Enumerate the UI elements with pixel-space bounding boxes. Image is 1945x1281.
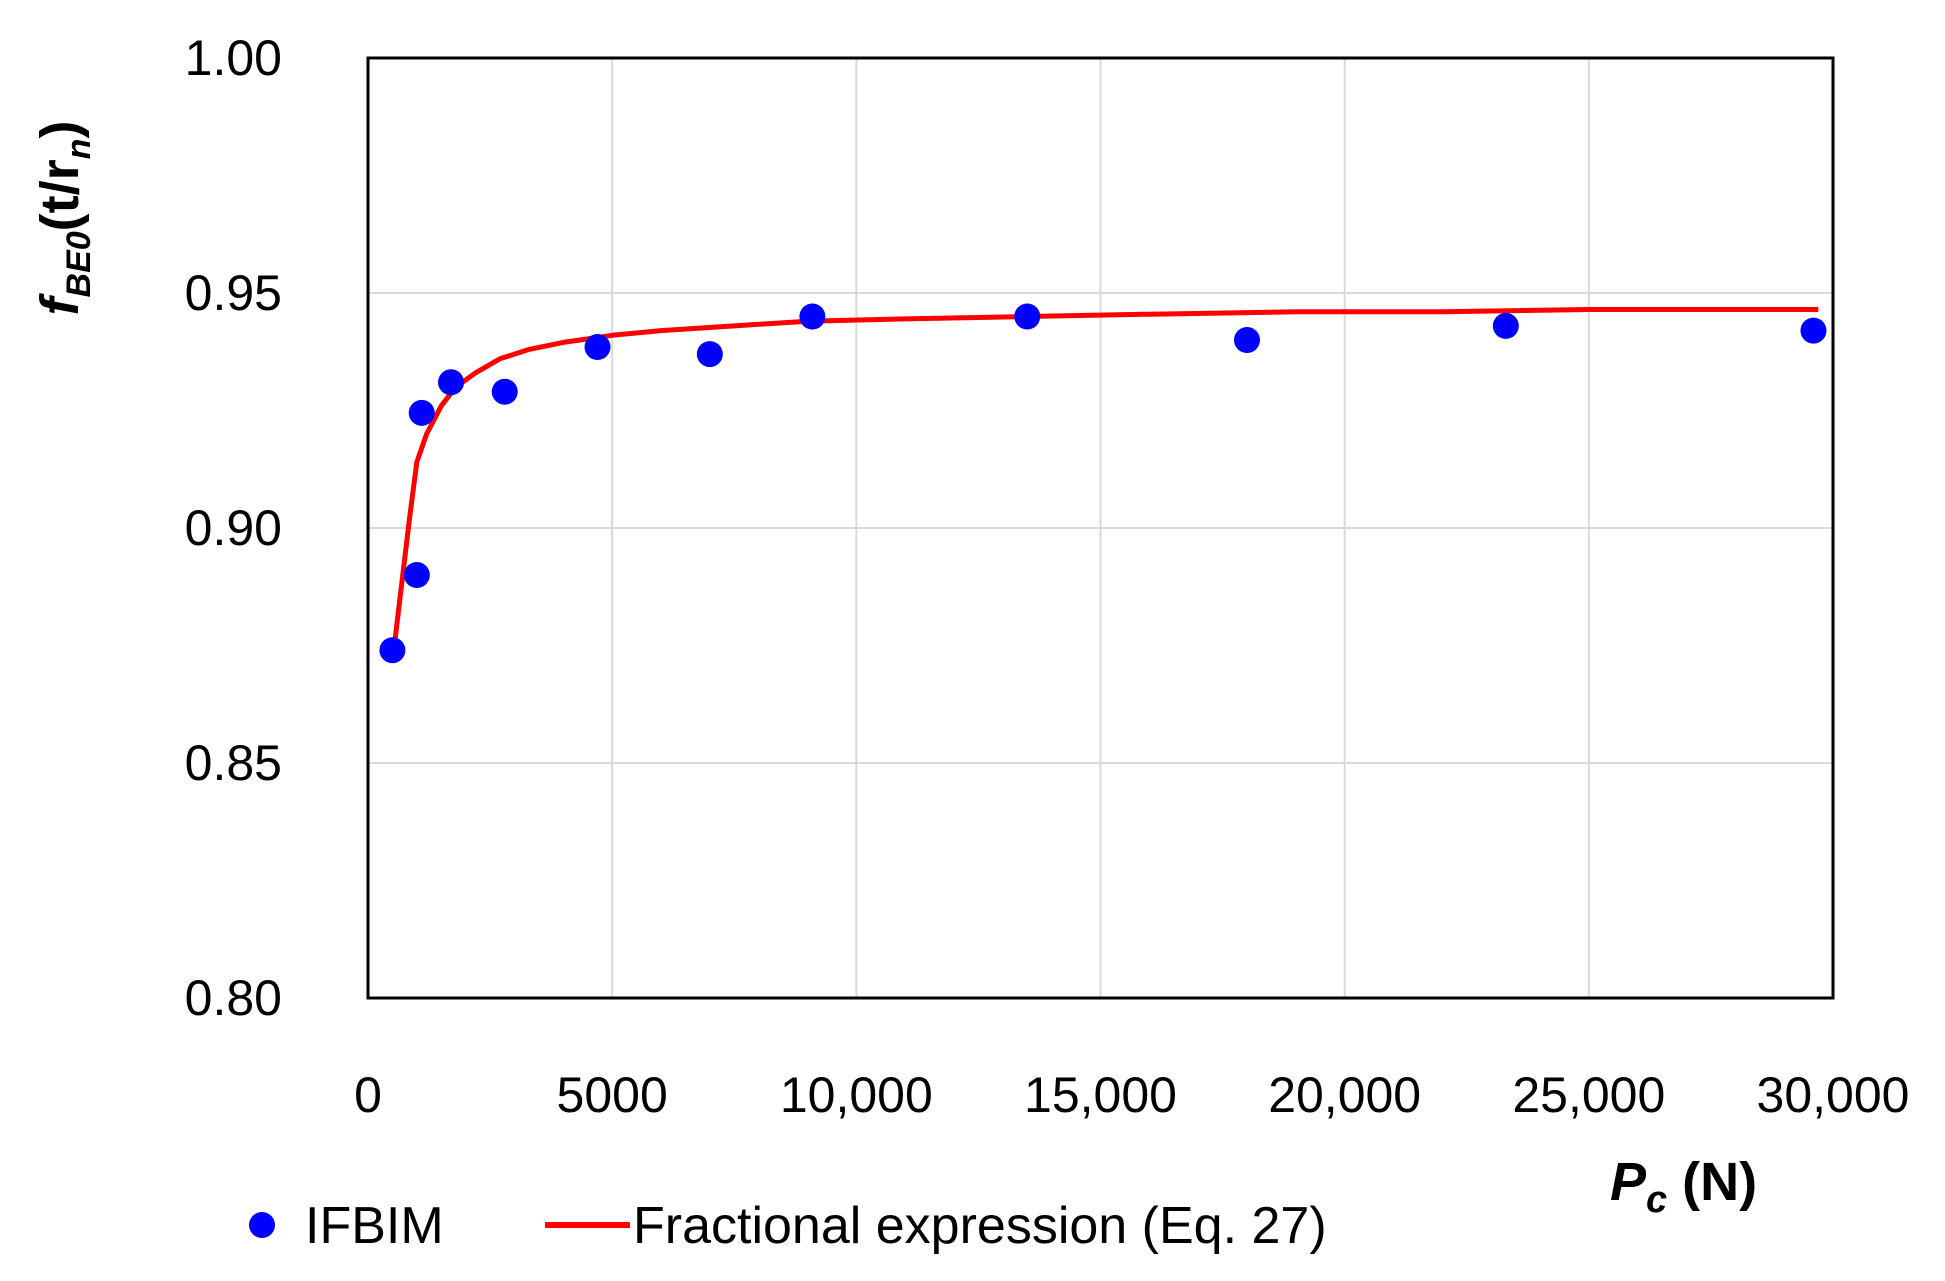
x-axis-title-subscript: c	[1646, 1179, 1667, 1221]
x-tick-label: 0	[354, 1067, 382, 1123]
x-tick-label: 20,000	[1268, 1067, 1421, 1123]
ifbim-point	[584, 334, 611, 361]
y-axis-title: fBE0(t/rn)	[30, 121, 98, 316]
x-tick-label: 25,000	[1512, 1067, 1665, 1123]
x-tick-label: 30,000	[1757, 1067, 1910, 1123]
ifbim-point	[438, 369, 465, 396]
y-axis-title-argument-subscript: n	[60, 139, 98, 160]
ifbim-point	[696, 341, 723, 368]
x-tick-label: 5000	[557, 1067, 668, 1123]
ifbim-point	[1492, 312, 1519, 339]
legend: IFBIM Fractional expression (Eq. 27)	[249, 1197, 1327, 1255]
x-tick-label: 15,000	[1024, 1067, 1177, 1123]
ifbim-point	[799, 303, 826, 330]
fractional-expression-line	[392, 307, 1819, 642]
y-axis-title-argument: (t/r	[30, 159, 90, 231]
y-axis-title-subscript: BE0	[60, 231, 98, 297]
ifbim-point	[1234, 327, 1260, 353]
x-axis-tick-labels: 0 5000 10,000 15,000 20,000 25,000 30,000	[354, 1067, 1909, 1123]
y-axis-title-close: )	[30, 121, 90, 139]
x-tick-label: 10,000	[780, 1067, 933, 1123]
y-tick-label: 0.80	[185, 970, 282, 1026]
ifbim-point	[1800, 317, 1827, 344]
ifbim-point	[403, 562, 430, 588]
y-tick-label: 0.85	[185, 735, 282, 791]
y-axis-tick-labels: 0.80 0.85 0.90 0.95 1.00	[185, 30, 282, 1026]
fractional-expression-series	[392, 307, 1819, 642]
legend-ifbim-marker	[249, 1212, 275, 1238]
y-axis-title-main: f	[30, 292, 90, 315]
plot-area-frame	[366, 56, 1835, 1000]
legend-ifbim-label: IFBIM	[305, 1197, 444, 1255]
ifbim-point	[491, 378, 518, 405]
ifbim-point	[379, 637, 406, 664]
x-axis-title-main: P	[1610, 1152, 1647, 1212]
y-tick-label: 0.90	[185, 500, 282, 556]
ifbim-point	[1014, 303, 1041, 330]
y-tick-label: 0.95	[185, 265, 282, 321]
legend-fractional-label: Fractional expression (Eq. 27)	[633, 1197, 1327, 1255]
ifbim-series	[379, 303, 1827, 664]
x-axis-title-unit: (N)	[1667, 1152, 1757, 1212]
y-tick-label: 1.00	[185, 30, 282, 86]
x-axis-title: Pc (N)	[1610, 1152, 1757, 1221]
grid-lines	[367, 57, 1834, 999]
ifbim-point	[408, 399, 435, 426]
